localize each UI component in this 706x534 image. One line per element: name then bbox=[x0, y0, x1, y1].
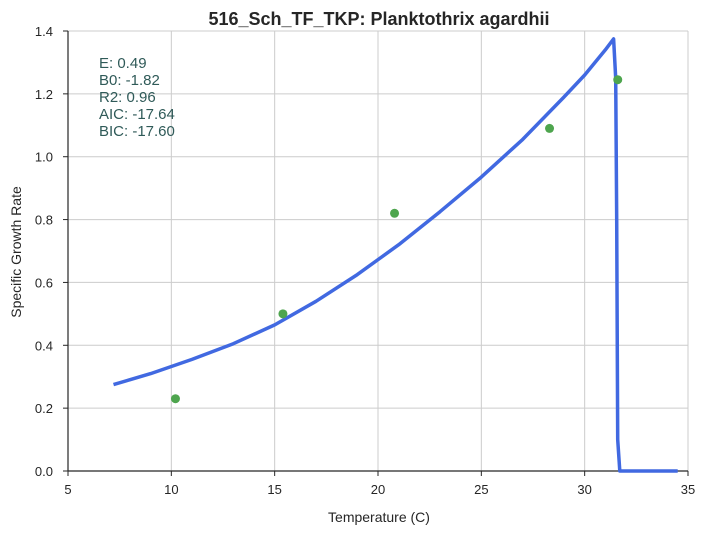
stat-line: E: 0.49 bbox=[99, 55, 147, 72]
data-point bbox=[390, 208, 400, 218]
data-points-group bbox=[170, 75, 623, 404]
data-point bbox=[613, 75, 623, 85]
x-tick-label: 25 bbox=[474, 482, 488, 497]
x-axis-label: Temperature (C) bbox=[328, 509, 430, 525]
x-tick-labels: 5 10 15 20 25 30 35 bbox=[64, 482, 695, 497]
chart-title: 516_Sch_TF_TKP: Planktothrix agardhii bbox=[208, 9, 549, 29]
data-point bbox=[170, 394, 180, 404]
y-tick-label: 0.6 bbox=[35, 275, 53, 290]
stat-line: BIC: -17.60 bbox=[99, 123, 175, 140]
y-tick-label: 0.8 bbox=[35, 213, 53, 228]
y-tick-label: 1.4 bbox=[35, 24, 53, 39]
y-tick-label: 0.0 bbox=[35, 464, 53, 479]
x-tick-label: 35 bbox=[681, 482, 695, 497]
y-tick-label: 0.2 bbox=[35, 401, 53, 416]
x-tick-label: 15 bbox=[267, 482, 281, 497]
x-tick-label: 5 bbox=[64, 482, 71, 497]
stat-line: AIC: -17.64 bbox=[99, 106, 175, 123]
x-tick-label: 30 bbox=[577, 482, 591, 497]
stat-line: B0: -1.82 bbox=[99, 72, 160, 89]
axes bbox=[63, 30, 689, 476]
fit-curve-group bbox=[113, 37, 678, 473]
grid-lines bbox=[68, 30, 689, 471]
x-tick-label: 20 bbox=[371, 482, 385, 497]
y-tick-label: 1.2 bbox=[35, 87, 53, 102]
data-point bbox=[278, 309, 288, 319]
stat-line: R2: 0.96 bbox=[99, 89, 156, 106]
y-tick-label: 0.4 bbox=[35, 338, 53, 353]
y-axis-label: Specific Growth Rate bbox=[8, 186, 24, 318]
y-tick-labels: 0.0 0.2 0.4 0.6 0.8 1.0 1.2 1.4 bbox=[35, 24, 53, 479]
fit-curve bbox=[113, 37, 678, 473]
y-tick-label: 1.0 bbox=[35, 150, 53, 165]
data-point bbox=[545, 123, 555, 133]
x-tick-label: 10 bbox=[164, 482, 178, 497]
